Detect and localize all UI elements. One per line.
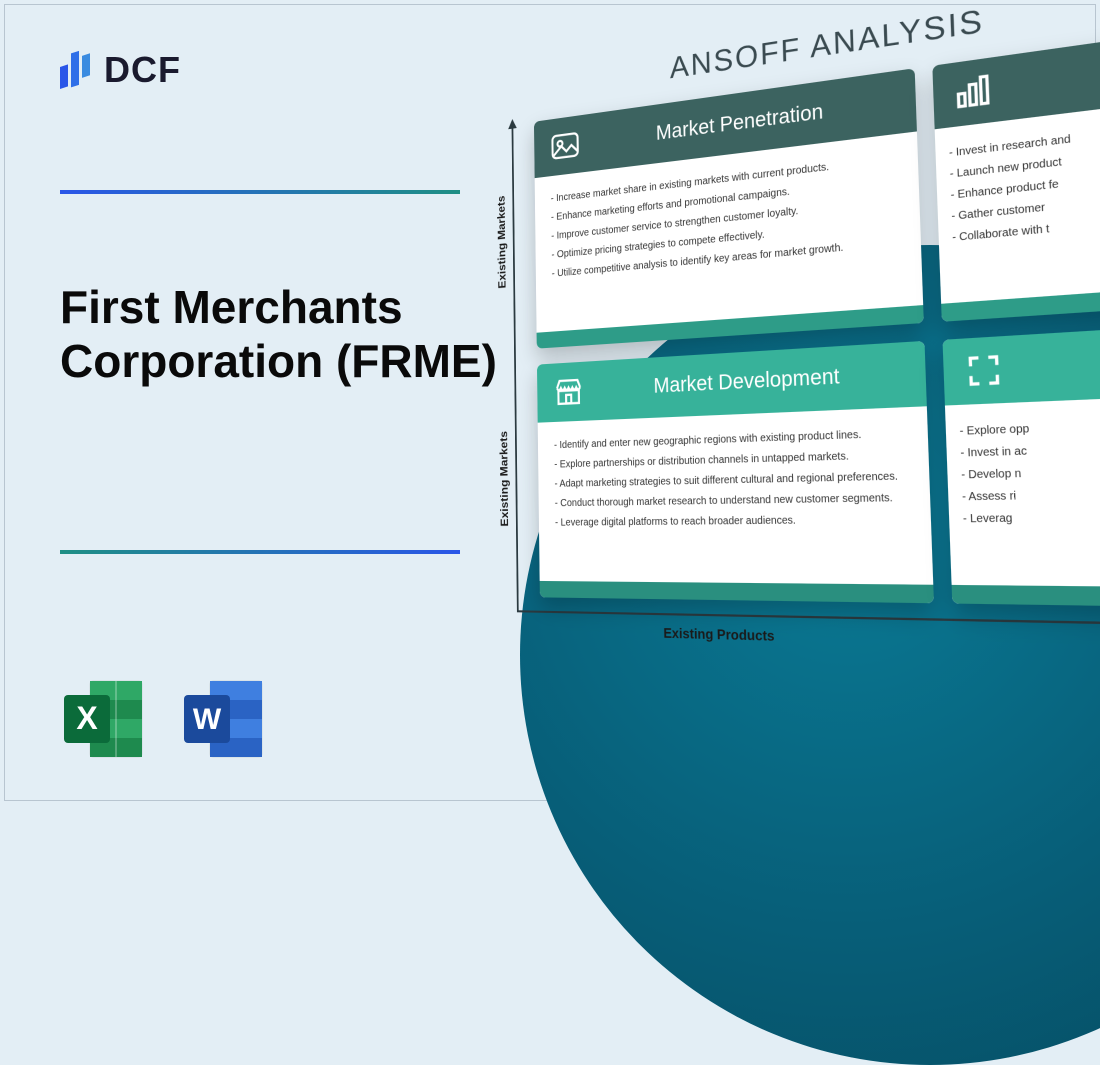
bars-icon (953, 71, 993, 114)
brand-logo-mark (60, 45, 94, 95)
excel-letter: X (76, 700, 98, 736)
quadrant-development: Market Development - Identify and enter … (537, 340, 934, 603)
ansoff-matrix: ANSOFF ANALYSIS Existing Markets Existin… (530, 90, 1100, 650)
quadrant-body: - Invest in research and - Launch new pr… (935, 100, 1100, 303)
quadrant-title: Market Development (597, 361, 906, 402)
divider-top (60, 190, 460, 194)
quadrant-diversification: - Explore opp - Invest in ac - Develop n… (942, 324, 1100, 607)
image-icon (550, 127, 581, 164)
brand-logo: DCF (60, 45, 181, 95)
x-axis-label: Existing Products (663, 625, 774, 644)
file-type-icons: X W (60, 675, 268, 763)
word-letter: W (193, 703, 222, 736)
store-icon (553, 373, 584, 409)
brand-logo-text: DCF (104, 49, 181, 91)
expand-icon (963, 349, 1004, 390)
quadrant-body: - Identify and enter new geographic regi… (538, 406, 934, 585)
card-foot (540, 581, 934, 603)
excel-icon: X (60, 675, 148, 763)
y-axis-label-top: Existing Markets (495, 195, 508, 289)
card-foot (952, 585, 1100, 607)
quadrant-penetration: Market Penetration - Increase market sha… (534, 68, 924, 348)
quadrant-product-dev: - Invest in research and - Launch new pr… (932, 32, 1100, 321)
x-axis (517, 610, 1100, 626)
quadrant-body: - Explore opp - Invest in ac - Develop n… (945, 395, 1100, 588)
divider-bottom (60, 550, 460, 554)
page-title: First Merchants Corporation (FRME) (60, 280, 540, 389)
y-axis-label-bottom: Existing Markets (498, 431, 511, 527)
word-icon: W (180, 675, 268, 763)
